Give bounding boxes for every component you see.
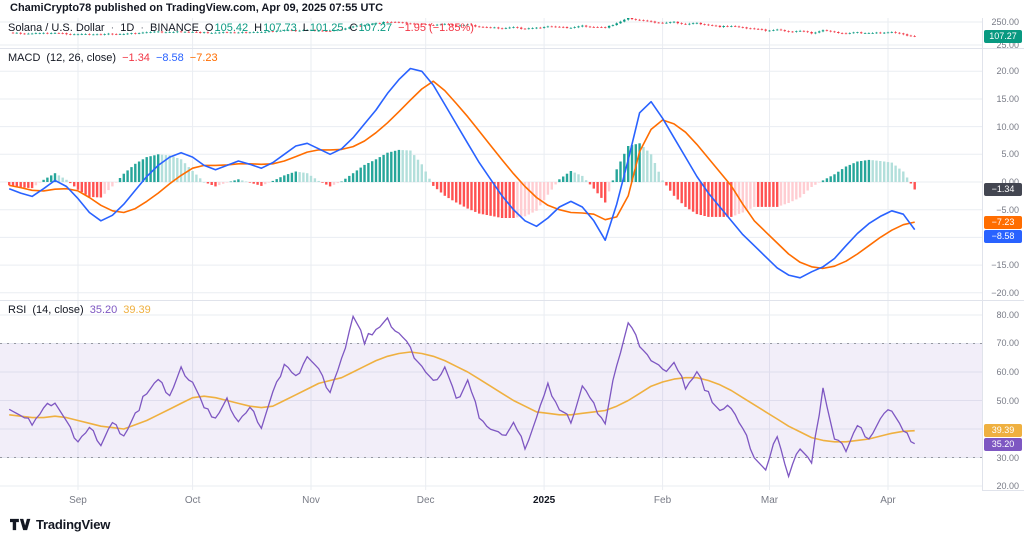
macd-pane-canvas[interactable] xyxy=(0,48,982,300)
rsi-axis-label: 70.00 xyxy=(996,338,1019,349)
ohlc-low: L101.25 xyxy=(303,22,344,34)
rsi-axis-label: 50.00 xyxy=(996,395,1019,406)
low-value: 101.25 xyxy=(309,22,344,34)
symbol-interval[interactable]: 1D xyxy=(120,22,135,34)
macd-axis-label: −15.00 xyxy=(991,260,1019,271)
rsi-pane-canvas[interactable] xyxy=(0,300,982,490)
logo-bar: TradingView xyxy=(0,512,1024,536)
price-scale-separator xyxy=(982,18,983,490)
ohlc-close: C107.27 xyxy=(350,22,393,34)
rsi-axis-label: 80.00 xyxy=(996,309,1019,320)
rsi-axis-label: 60.00 xyxy=(996,366,1019,377)
time-scale[interactable]: Sep Oct Nov Dec 2025 Feb Mar Apr xyxy=(0,490,982,512)
macd-title[interactable]: MACD xyxy=(8,52,41,64)
macd-axis-label: 0.00 xyxy=(1001,176,1019,188)
macd-line-value: −8.58 xyxy=(155,52,184,64)
rsi-badge: 35.20 xyxy=(984,438,1022,452)
time-axis-label-mar: Mar xyxy=(760,495,779,506)
rsi-ma-badge: 39.39 xyxy=(984,424,1022,438)
pane-separator[interactable] xyxy=(0,300,1024,301)
macd-axis-label: 5.00 xyxy=(1001,149,1019,160)
rsi-axis-label: 30.00 xyxy=(996,452,1019,463)
rsi-params: (14, close) xyxy=(32,304,84,316)
time-axis-label-oct: Oct xyxy=(184,495,201,506)
open-label: O xyxy=(204,22,214,34)
attribution-bar: ChamiCrypto78 published on TradingView.c… xyxy=(10,2,383,18)
rsi-legend: RSI (14, close) 35.20 39.39 xyxy=(8,304,151,316)
rsi-title[interactable]: RSI xyxy=(8,304,27,316)
time-axis-label-sep: Sep xyxy=(69,495,87,506)
macd-axis-label: 20.00 xyxy=(996,66,1019,77)
high-value: 107.73 xyxy=(263,22,297,34)
time-axis-label-2025: 2025 xyxy=(532,495,556,506)
attribution-text: ChamiCrypto78 published on TradingView.c… xyxy=(10,2,384,14)
symbol-title[interactable]: Solana / U.S. Dollar xyxy=(8,22,105,34)
rsi-plot[interactable] xyxy=(0,300,982,490)
time-axis-label-dec: Dec xyxy=(416,495,435,506)
macd-legend: MACD (12, 26, close) −1.34 −8.58 −7.23 xyxy=(8,52,218,64)
price-pane-canvas[interactable] xyxy=(0,18,982,48)
tradingview-logo[interactable]: TradingView xyxy=(10,517,110,532)
price-plot[interactable] xyxy=(0,18,982,48)
price-badge: 107.27 xyxy=(984,30,1022,44)
tradingview-logo-text: TradingView xyxy=(36,516,111,532)
price-axis-label: 25.00 xyxy=(996,39,1019,50)
macd-hist-value: −1.34 xyxy=(122,52,150,64)
pane-separator[interactable] xyxy=(0,48,1024,49)
macd-params: (12, 26, close) xyxy=(46,52,117,64)
close-label: C xyxy=(349,22,358,34)
low-label: L xyxy=(302,22,309,34)
separator-dot: · xyxy=(140,22,145,34)
ohlc-open: O105.42 xyxy=(205,22,248,34)
macd-axis-label: 15.00 xyxy=(996,93,1019,104)
rsi-ma-value: 39.39 xyxy=(123,304,151,316)
price-legend: Solana / U.S. Dollar · 1D · BINANCE O105… xyxy=(8,22,474,34)
time-axis-label-feb: Feb xyxy=(653,495,672,506)
change-value: −1.95 (−1.85%) xyxy=(398,22,474,34)
tradingview-logo-icon xyxy=(10,518,31,530)
macd-axis-label: −5.00 xyxy=(996,204,1019,215)
high-label: H xyxy=(254,22,263,34)
time-axis-label-nov: Nov xyxy=(302,495,320,506)
symbol-exchange[interactable]: BINANCE xyxy=(150,22,199,34)
macd-axis-label: 10.00 xyxy=(996,121,1019,132)
macd-axis-label: −20.00 xyxy=(991,287,1019,298)
rsi-axis-label: 20.00 xyxy=(996,481,1019,491)
macd-signal-badge: −7.23 xyxy=(984,215,1022,229)
ohlc-high: H107.73 xyxy=(254,22,297,34)
macd-plot[interactable] xyxy=(0,48,982,300)
price-axis-label: 250.00 xyxy=(991,16,1019,27)
macd-line-badge: −8.58 xyxy=(984,229,1022,243)
rsi-value: 35.20 xyxy=(89,304,118,316)
price-scale[interactable]: 250.0025.0020.0015.0010.005.000.00−5.00−… xyxy=(983,0,1024,491)
macd-signal-value: −7.23 xyxy=(189,52,218,64)
macd-hist-badge: −1.34 xyxy=(984,182,1022,196)
open-value: 105.42 xyxy=(214,22,249,34)
separator-dot: · xyxy=(110,22,115,34)
close-value: 107.27 xyxy=(358,22,393,34)
time-axis-label-apr: Apr xyxy=(880,495,896,506)
